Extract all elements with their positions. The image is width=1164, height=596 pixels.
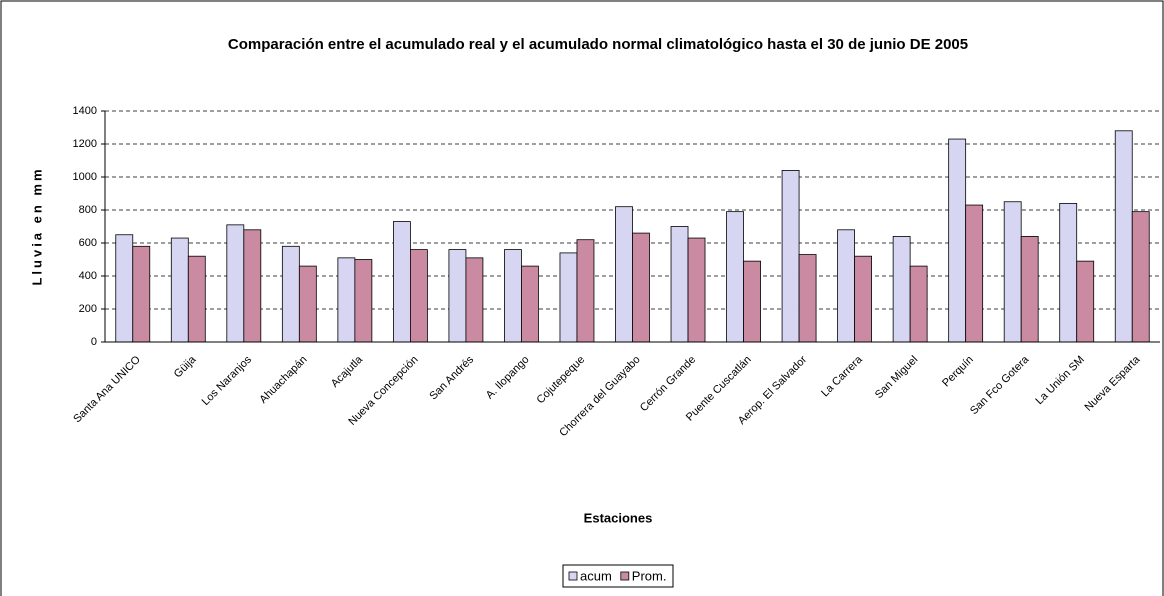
bar bbox=[743, 260, 761, 343]
bar bbox=[670, 226, 689, 343]
y-tick-label: 1000 bbox=[73, 171, 97, 183]
bar bbox=[521, 265, 539, 343]
y-tick-label: 400 bbox=[79, 270, 97, 282]
bar bbox=[392, 221, 411, 343]
y-tick-label: 1400 bbox=[73, 105, 97, 117]
bar bbox=[798, 254, 817, 343]
y-tick-label: 1200 bbox=[73, 138, 97, 150]
bar bbox=[909, 265, 928, 343]
y-tick-label: 800 bbox=[79, 204, 97, 216]
bar bbox=[948, 138, 967, 343]
bar bbox=[854, 255, 873, 343]
bar bbox=[1076, 260, 1095, 343]
bar bbox=[837, 229, 856, 343]
bar bbox=[337, 257, 356, 343]
bar bbox=[504, 249, 522, 343]
bar bbox=[187, 255, 206, 343]
legend: acum Prom. bbox=[562, 564, 674, 588]
y-tick-label: 600 bbox=[79, 237, 97, 249]
bar bbox=[1020, 235, 1039, 343]
bar bbox=[1114, 130, 1133, 343]
bar bbox=[281, 245, 300, 343]
bar bbox=[1131, 211, 1150, 343]
bar bbox=[965, 204, 984, 343]
bar bbox=[354, 259, 373, 343]
bar bbox=[1059, 202, 1078, 343]
bar bbox=[892, 235, 911, 343]
legend-box bbox=[562, 564, 674, 588]
bar bbox=[115, 234, 134, 343]
legend-label: Prom. bbox=[632, 568, 667, 583]
bar bbox=[559, 252, 578, 343]
bar bbox=[132, 245, 151, 343]
legend-swatch bbox=[568, 571, 578, 581]
bar bbox=[226, 224, 245, 343]
bar bbox=[243, 229, 262, 343]
bar bbox=[448, 249, 467, 343]
bar bbox=[781, 169, 800, 343]
x-axis-title: Estaciones bbox=[584, 510, 653, 525]
bar bbox=[687, 237, 706, 343]
bar bbox=[409, 249, 428, 343]
bar bbox=[170, 237, 189, 343]
legend-label: acum bbox=[580, 568, 612, 583]
bar bbox=[465, 257, 484, 343]
bar bbox=[632, 232, 650, 343]
bar bbox=[298, 265, 317, 343]
bar bbox=[726, 211, 744, 343]
bar bbox=[576, 239, 595, 343]
y-tick-label: 0 bbox=[91, 336, 97, 348]
y-tick-label: 200 bbox=[79, 303, 97, 315]
legend-swatch bbox=[620, 571, 630, 581]
y-axis-title: Lluvia en mm bbox=[29, 166, 44, 285]
bar bbox=[1003, 201, 1022, 343]
chart-title: Comparación entre el acumulado real y el… bbox=[228, 36, 968, 53]
bar bbox=[615, 206, 633, 343]
